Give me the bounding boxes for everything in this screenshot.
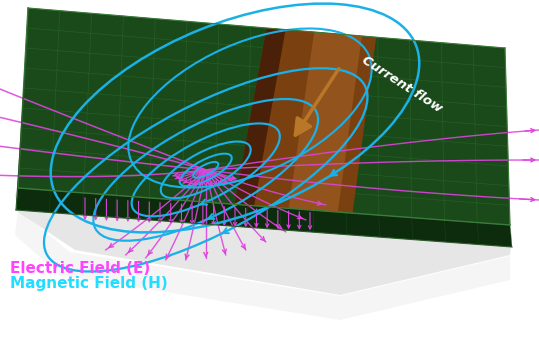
Polygon shape: [18, 8, 510, 225]
Polygon shape: [15, 210, 510, 320]
Polygon shape: [234, 28, 286, 206]
Polygon shape: [16, 8, 28, 210]
Polygon shape: [15, 188, 512, 295]
Text: Current flow: Current flow: [360, 53, 445, 115]
Text: Electric Field (E): Electric Field (E): [10, 261, 150, 276]
Polygon shape: [16, 188, 512, 247]
Text: Magnetic Field (H): Magnetic Field (H): [10, 276, 168, 291]
Polygon shape: [288, 32, 362, 212]
Polygon shape: [234, 28, 376, 213]
